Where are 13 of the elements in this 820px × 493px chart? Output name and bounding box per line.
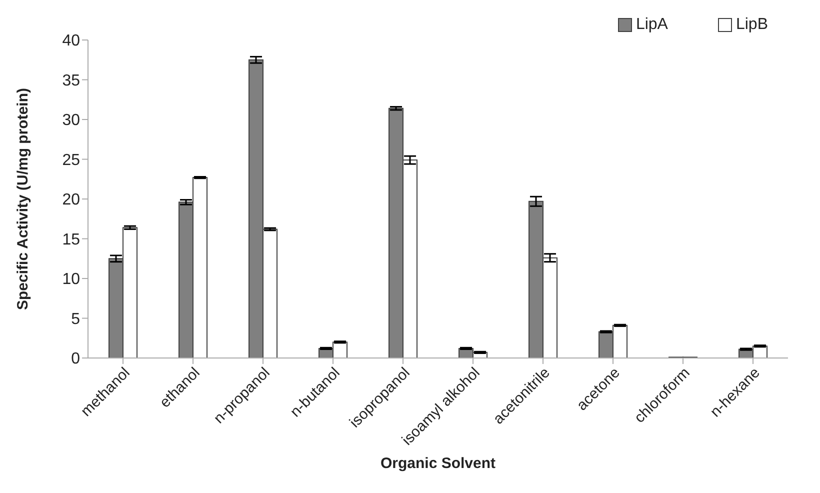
y-tick-label: 30	[62, 112, 80, 130]
y-tick-label: 40	[62, 32, 80, 50]
y-tick-label: 15	[62, 231, 80, 248]
legend-label: LipB	[736, 16, 768, 34]
y-tick-label: 5	[71, 310, 80, 328]
x-axis-title: Organic Solvent	[380, 455, 496, 472]
y-axis-title: Specific Activity (U/mg protein)	[14, 88, 32, 310]
legend-label: LipA	[636, 16, 668, 34]
y-tick-label: 20	[62, 192, 80, 209]
y-tick-label: 10	[62, 271, 80, 288]
y-tick-label: 25	[62, 152, 80, 169]
y-tick-label: 35	[62, 72, 80, 90]
y-tick-label: 0	[71, 350, 80, 368]
